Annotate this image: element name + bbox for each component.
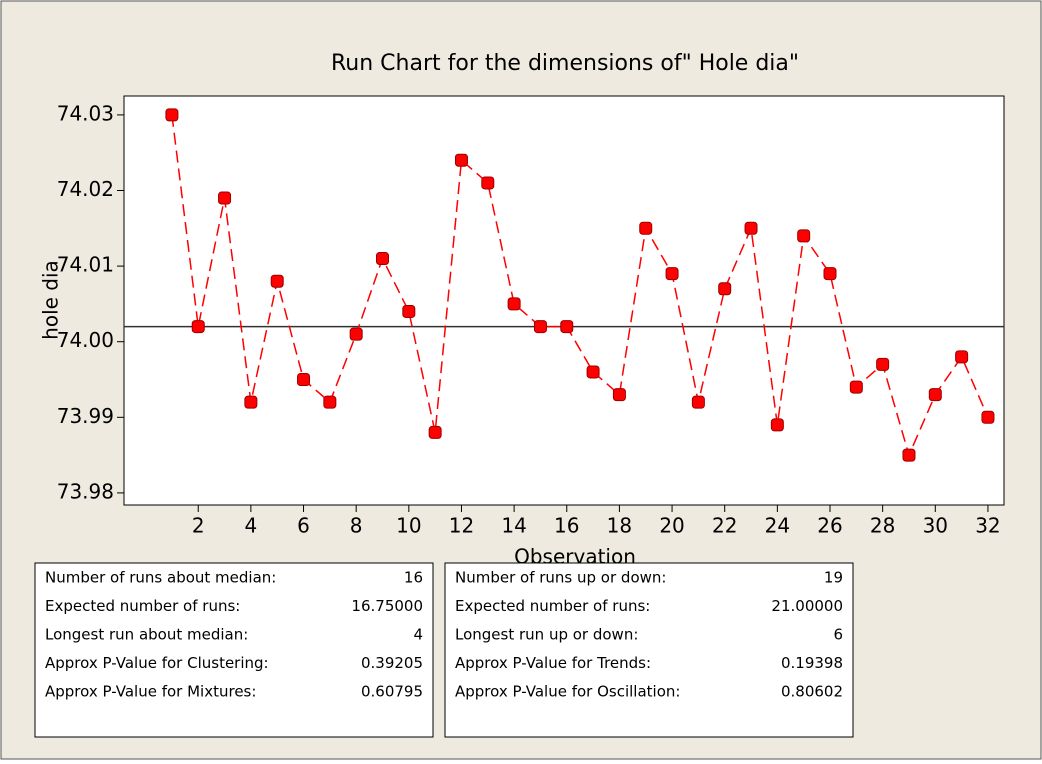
data-point [481,176,495,190]
data-point [928,388,942,402]
data-point [323,395,337,409]
data-point [639,221,653,235]
stat-value: 6 [833,626,843,644]
stat-value: 4 [413,626,423,644]
data-point [560,320,574,334]
stat-label: Number of runs about median: [45,569,276,587]
stat-label: Approx P-Value for Mixtures: [45,683,256,701]
y-tick-label: 74.00 [57,328,114,352]
x-tick-label: 14 [501,514,526,538]
data-point [586,365,600,379]
data-point [744,221,758,235]
x-tick-label: 22 [712,514,737,538]
x-tick-label: 16 [554,514,579,538]
plot-area [123,95,1005,506]
data-point [981,410,995,424]
data-point [428,425,442,439]
x-tick-label: 4 [245,514,258,538]
data-point [507,297,521,311]
data-point [244,395,258,409]
data-point [665,267,679,281]
y-axis-label: hole dia [39,260,63,340]
data-point [797,229,811,243]
x-tick-label: 18 [607,514,632,538]
y-tick-label: 74.03 [57,101,114,125]
data-point [902,448,916,462]
data-point [691,395,705,409]
chart-title: Run Chart for the dimensions of" Hole di… [331,51,799,76]
data-point [454,153,468,167]
stat-label: Number of runs up or down: [455,569,666,587]
x-tick-label: 8 [350,514,363,538]
stat-label: Approx P-Value for Oscillation: [455,683,680,701]
x-tick-label: 32 [975,514,1000,538]
x-tick-label: 10 [396,514,421,538]
data-point [349,327,363,341]
data-point [770,418,784,432]
stat-value: 19 [824,569,843,587]
stat-value: 0.60795 [361,683,423,701]
data-point [849,380,863,394]
x-tick-label: 6 [297,514,310,538]
x-tick-label: 28 [870,514,895,538]
data-point [165,108,179,122]
stat-value: 0.80602 [781,683,843,701]
data-point [955,350,969,364]
stats-box [34,562,434,738]
data-point [876,357,890,371]
data-point [533,320,547,334]
x-tick-label: 20 [659,514,684,538]
data-point [823,267,837,281]
x-tick-label: 12 [449,514,474,538]
x-tick-label: 24 [765,514,790,538]
stat-value: 0.39205 [361,654,423,672]
y-tick-label: 73.98 [57,479,114,503]
stat-label: Approx P-Value for Trends: [455,654,651,672]
data-point [297,373,311,387]
y-tick-label: 73.99 [57,404,114,428]
stat-value: 16 [404,569,423,587]
y-tick-label: 74.01 [57,253,114,277]
stats-box [444,562,854,738]
y-tick-label: 74.02 [57,177,114,201]
data-point [612,388,626,402]
stat-label: Expected number of runs: [45,597,240,615]
stat-label: Longest run about median: [45,626,248,644]
x-tick-label: 2 [192,514,205,538]
data-point [191,320,205,334]
data-point [270,274,284,288]
data-point [402,304,416,318]
stat-value: 21.00000 [771,597,843,615]
data-point [375,252,389,266]
stat-label: Longest run up or down: [455,626,638,644]
x-tick-label: 30 [923,514,948,538]
data-point [718,282,732,296]
stat-value: 16.75000 [351,597,423,615]
x-tick-label: 26 [817,514,842,538]
stat-label: Approx P-Value for Clustering: [45,654,269,672]
stat-label: Expected number of runs: [455,597,650,615]
data-point [218,191,232,205]
stat-value: 0.19398 [781,654,843,672]
